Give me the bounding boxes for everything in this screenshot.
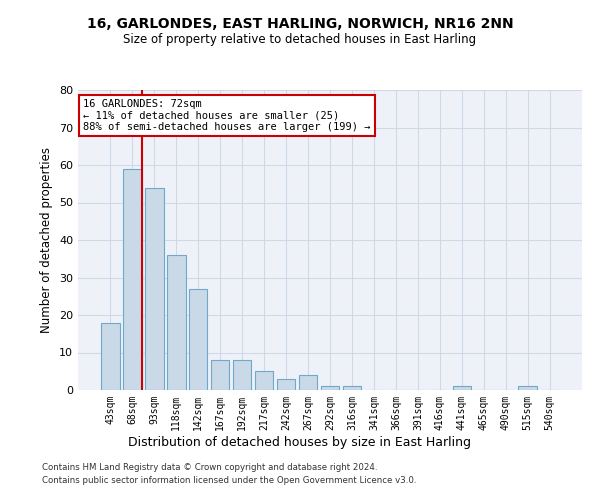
Y-axis label: Number of detached properties: Number of detached properties bbox=[40, 147, 53, 333]
Bar bbox=[255, 371, 274, 390]
Bar bbox=[233, 360, 251, 390]
Text: Contains HM Land Registry data © Crown copyright and database right 2024.: Contains HM Land Registry data © Crown c… bbox=[42, 464, 377, 472]
Bar bbox=[167, 255, 185, 390]
Bar bbox=[452, 386, 471, 390]
Bar bbox=[145, 188, 164, 390]
Bar bbox=[343, 386, 361, 390]
Bar bbox=[211, 360, 229, 390]
Text: Size of property relative to detached houses in East Harling: Size of property relative to detached ho… bbox=[124, 32, 476, 46]
Bar bbox=[277, 379, 295, 390]
Bar bbox=[299, 375, 317, 390]
Text: Contains public sector information licensed under the Open Government Licence v3: Contains public sector information licen… bbox=[42, 476, 416, 485]
Bar bbox=[189, 289, 208, 390]
Bar bbox=[123, 169, 142, 390]
Text: 16 GARLONDES: 72sqm
← 11% of detached houses are smaller (25)
88% of semi-detach: 16 GARLONDES: 72sqm ← 11% of detached ho… bbox=[83, 99, 371, 132]
Bar bbox=[101, 322, 119, 390]
Text: Distribution of detached houses by size in East Harling: Distribution of detached houses by size … bbox=[128, 436, 472, 449]
Bar bbox=[320, 386, 340, 390]
Text: 16, GARLONDES, EAST HARLING, NORWICH, NR16 2NN: 16, GARLONDES, EAST HARLING, NORWICH, NR… bbox=[86, 18, 514, 32]
Bar bbox=[518, 386, 537, 390]
